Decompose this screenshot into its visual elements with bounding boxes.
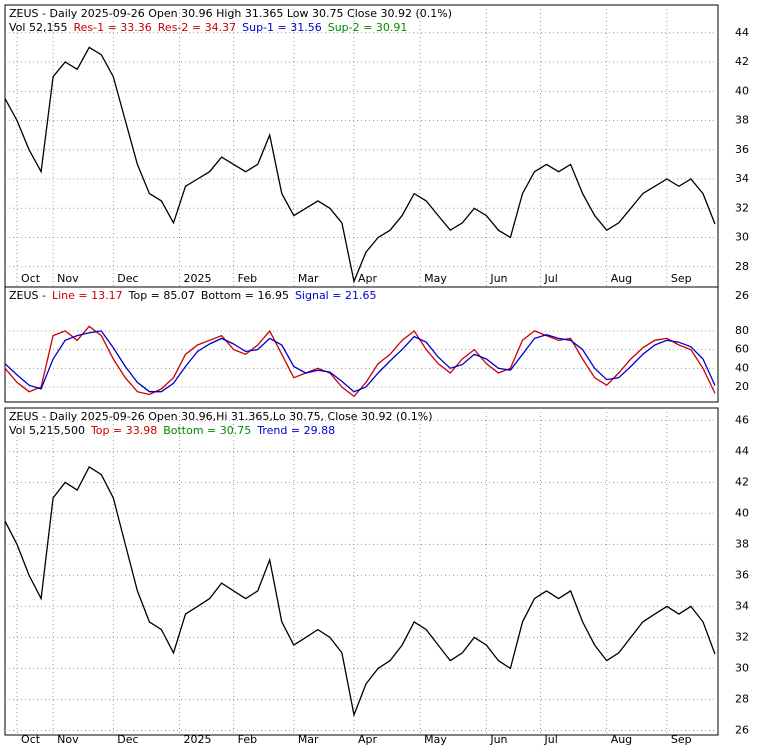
legend-part: Sup-1 = 31.56 [242, 21, 322, 34]
price-line [4, 46, 716, 284]
y-tick-label: 80 [735, 324, 749, 337]
y-tick-label: 60 [735, 343, 749, 356]
x-tick-label: Apr [358, 733, 378, 745]
legend-part: Top = 33.98 [90, 424, 157, 437]
x-tick-label: Sep [671, 733, 692, 745]
y-tick-label: 40 [735, 361, 749, 374]
y-tick-label: 42 [735, 55, 749, 68]
legend-part: ZEUS - Daily 2025-09-26 Open 30.96 High … [9, 7, 452, 20]
legend-text: ZEUS - Line = 13.17 Top = 85.07 Bottom = 16… [9, 289, 376, 302]
x-tick-label: Dec [117, 733, 138, 745]
x-tick-label: Jun [489, 733, 507, 745]
x-tick-label: Nov [57, 272, 79, 285]
y-tick-label: 32 [735, 630, 749, 643]
legend-part: Vol 52,155 [9, 21, 67, 34]
y-tick-label: 40 [735, 506, 749, 519]
x-tick-label: Mar [298, 733, 319, 745]
y-tick-label: 46 [735, 413, 749, 426]
y-tick-label: 40 [735, 84, 749, 97]
legend-part: ZEUS - [9, 289, 46, 302]
price-line [4, 325, 716, 398]
legend-part: Bottom = 30.75 [163, 424, 251, 437]
legend-text: Vol 52,155 Res-1 = 33.36 Res-2 = 34.37 Sup-… [9, 21, 407, 34]
panel-frame [4, 407, 719, 736]
y-tick-label: 38 [735, 114, 749, 127]
y-tick-label: 30 [735, 231, 749, 244]
x-tick-label: Nov [57, 733, 79, 745]
y-tick-label: 30 [735, 661, 749, 674]
x-tick-label: Oct [21, 272, 41, 285]
panel-frame [4, 4, 719, 288]
x-tick-label: Feb [238, 272, 257, 285]
price-line [4, 330, 716, 393]
legend-part: ZEUS - Daily 2025-09-26 Open 30.96,Hi 31… [9, 410, 433, 423]
x-tick-label: Jun [489, 272, 507, 285]
x-tick-label: 2025 [183, 733, 211, 745]
x-tick-label: Jul [544, 733, 558, 745]
x-tick-label: Feb [238, 733, 257, 745]
y-tick-label: 36 [735, 143, 749, 156]
x-tick-label: Oct [21, 733, 41, 745]
y-tick-label: 26 [735, 289, 749, 302]
y-tick-label: 36 [735, 568, 749, 581]
panel-frame [4, 286, 719, 403]
y-tick-label: 34 [735, 599, 749, 612]
x-tick-label: Apr [358, 272, 378, 285]
x-tick-label: Sep [671, 272, 692, 285]
y-tick-label: 42 [735, 475, 749, 488]
x-tick-label: Dec [117, 272, 138, 285]
x-tick-label: Mar [298, 272, 319, 285]
legend-part: Signal = 21.65 [295, 289, 377, 302]
legend-text: Vol 5,215,500 Top = 33.98 Bottom = 30.75 Tr… [9, 424, 335, 437]
x-tick-label: Aug [611, 272, 632, 285]
y-tick-label: 28 [735, 260, 749, 273]
y-tick-label: 32 [735, 201, 749, 214]
legend-part: Sup-2 = 30.91 [328, 21, 408, 34]
legend-part: Bottom = 16.95 [201, 289, 289, 302]
legend-text: ZEUS - Daily 2025-09-26 Open 30.96,Hi 31… [9, 410, 433, 423]
y-tick-label: 28 [735, 692, 749, 705]
y-tick-label: 20 [735, 380, 749, 393]
y-tick-label: 44 [735, 444, 749, 457]
legend-part: Top = 85.07 [128, 289, 195, 302]
legend-part: Res-1 = 33.36 [73, 21, 151, 34]
legend-text: ZEUS - Daily 2025-09-26 Open 30.96 High … [9, 7, 452, 20]
x-tick-label: May [424, 733, 447, 745]
y-tick-label: 38 [735, 537, 749, 550]
legend-part: Res-2 = 34.37 [158, 21, 236, 34]
legend-part: Trend = 29.88 [256, 424, 335, 437]
legend-part: Line = 13.17 [52, 289, 123, 302]
x-tick-label: Aug [611, 733, 632, 745]
y-tick-label: 44 [735, 26, 749, 39]
price-line [4, 465, 716, 718]
x-tick-label: Jul [544, 272, 558, 285]
y-tick-label: 26 [735, 723, 749, 736]
x-tick-label: May [424, 272, 447, 285]
x-tick-label: 2025 [183, 272, 211, 285]
y-tick-label: 34 [735, 172, 749, 185]
legend-part: Vol 5,215,500 [9, 424, 85, 437]
